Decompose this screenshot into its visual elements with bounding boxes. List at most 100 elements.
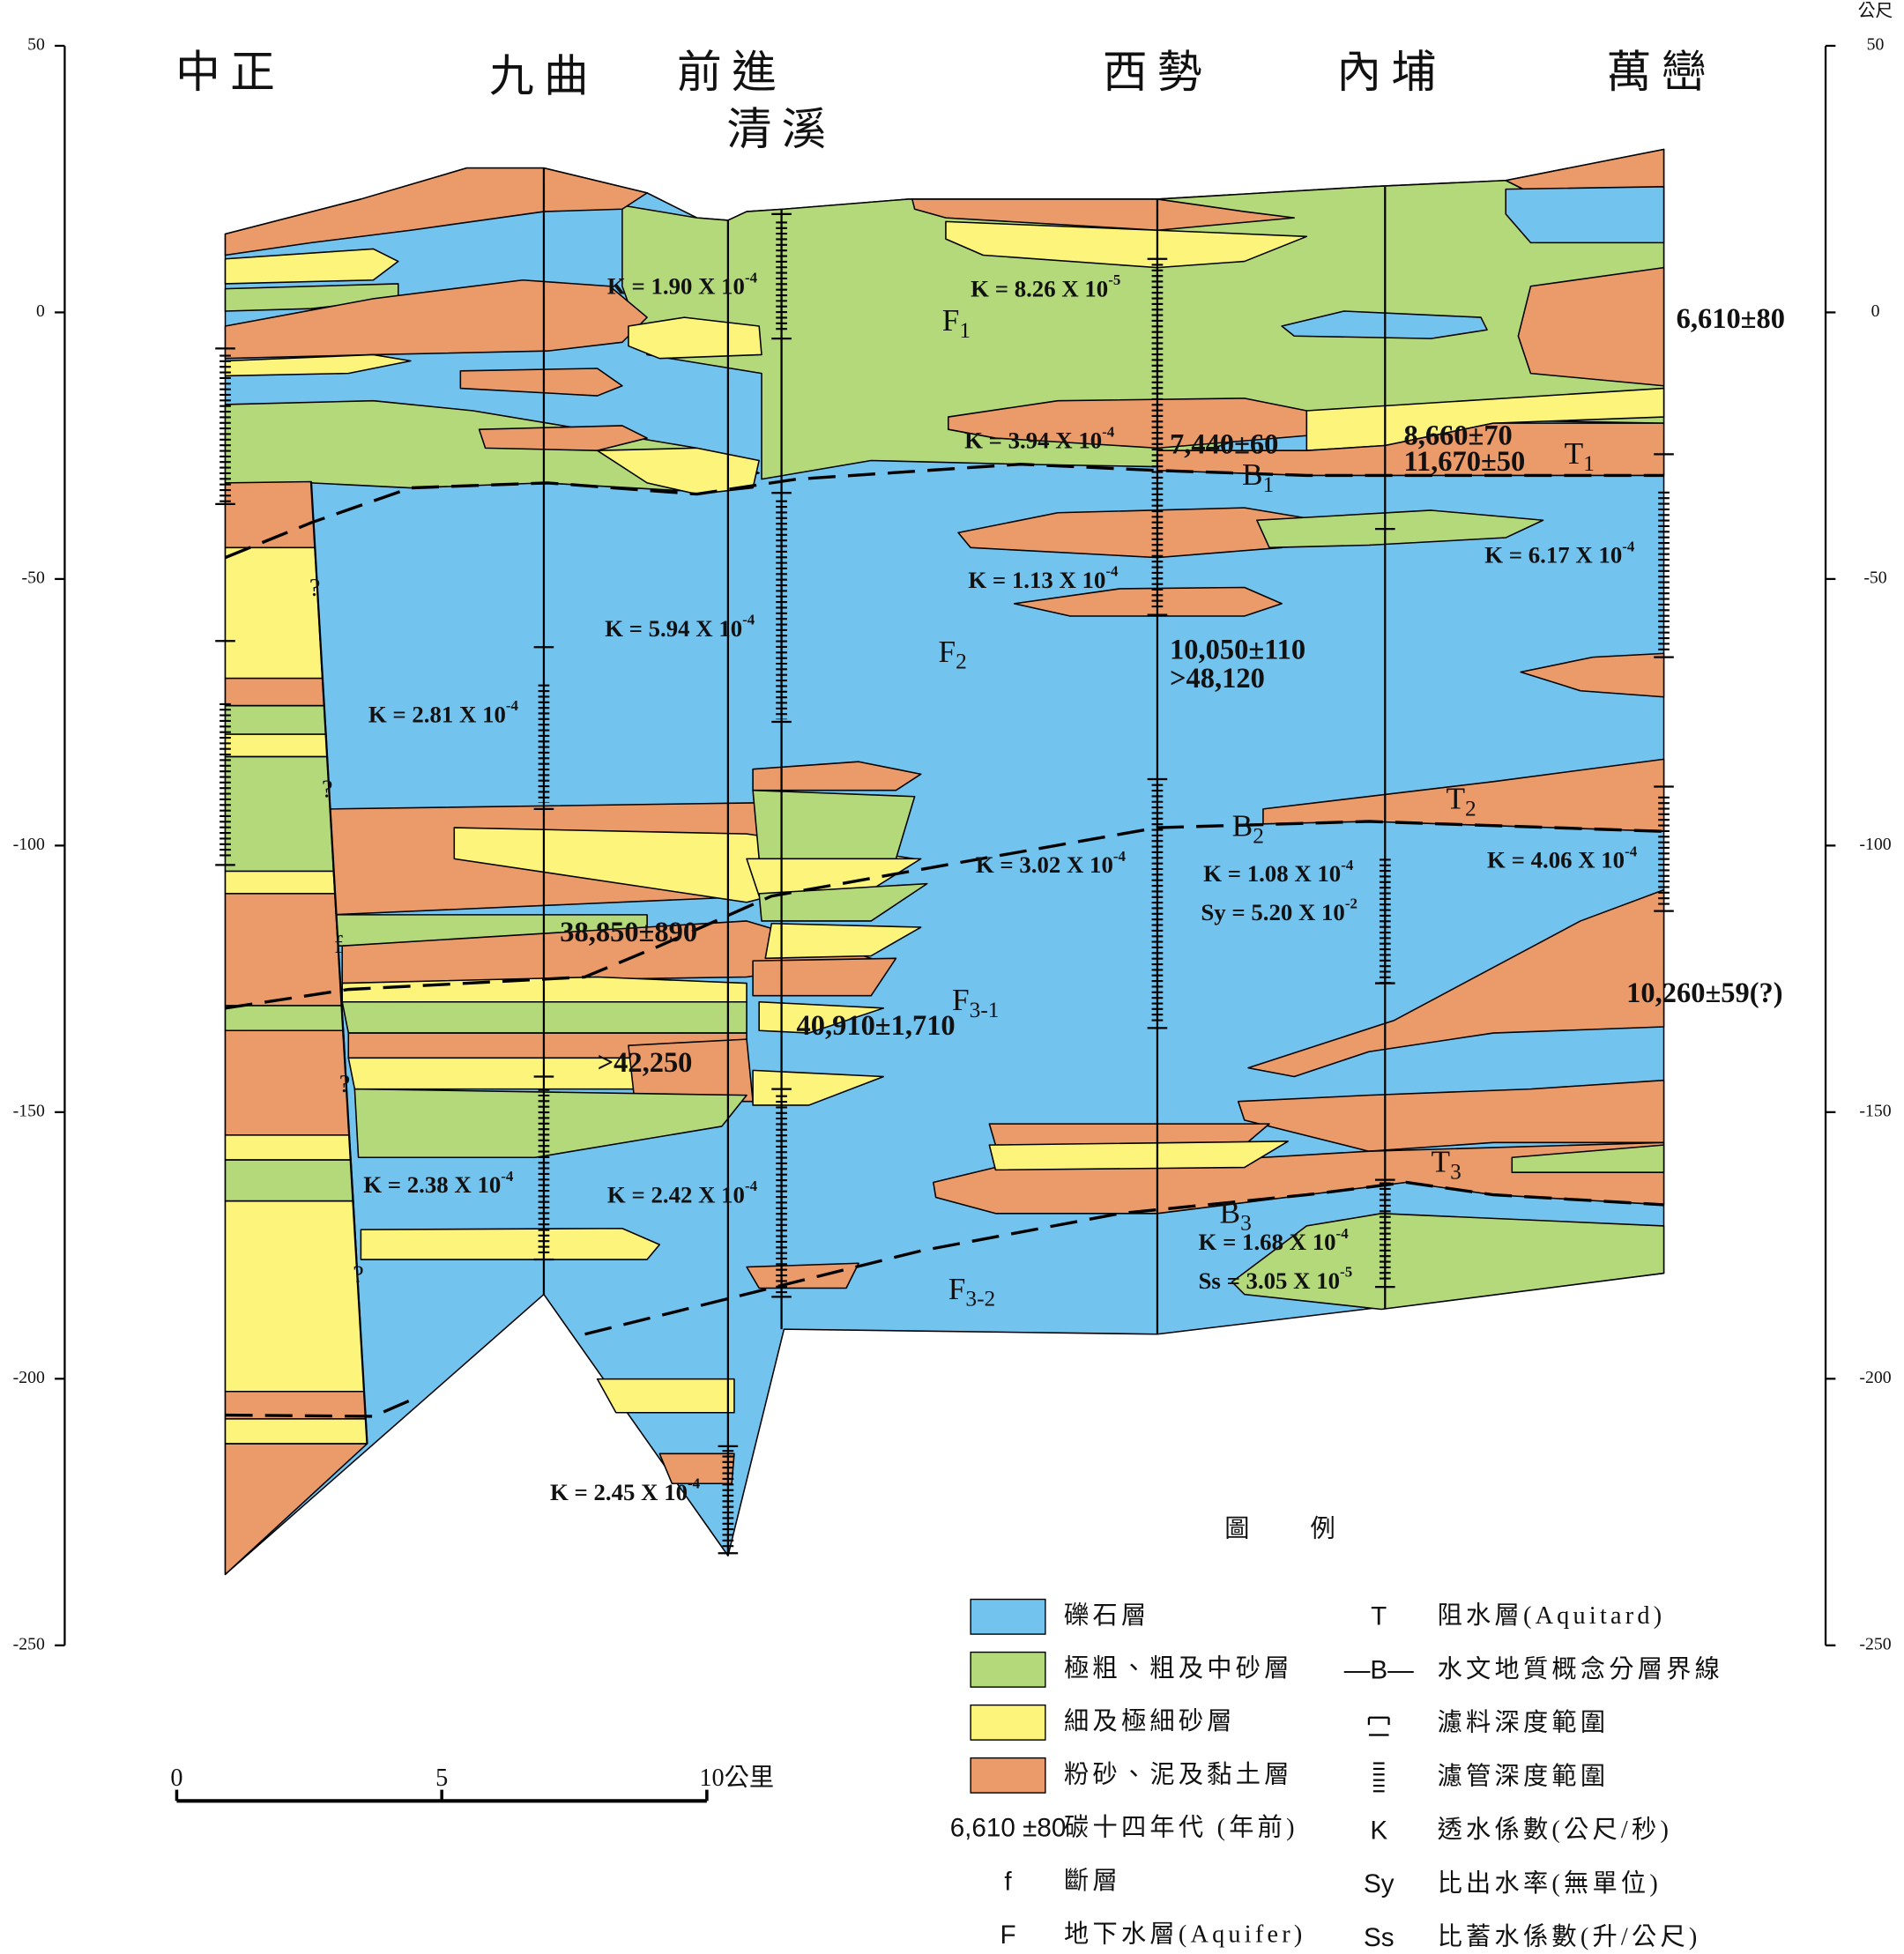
k-exponent: -4 bbox=[1622, 538, 1635, 554]
unit-main: T bbox=[1432, 1145, 1451, 1179]
legend-symbol: Ss bbox=[1364, 1923, 1395, 1952]
unit-sub: 1 bbox=[1262, 472, 1274, 497]
k-exponent: -4 bbox=[1341, 857, 1354, 873]
k-text: K = 8.26 X 10 bbox=[971, 276, 1108, 302]
legend-title: 圖 例 bbox=[1224, 1514, 1339, 1542]
legend-label: 比出水率(無單位) bbox=[1438, 1869, 1662, 1898]
sand-layer bbox=[224, 1005, 345, 1031]
k-text: K = 5.94 X 10 bbox=[605, 615, 742, 642]
k-label: K = 6.17 X 10-4 bbox=[1484, 538, 1635, 568]
clay-layer bbox=[746, 1262, 859, 1289]
clay-layer bbox=[1247, 888, 1665, 1078]
question-mark: ? bbox=[353, 1261, 364, 1289]
clay-layer bbox=[224, 480, 316, 549]
fine-sand-layer bbox=[628, 316, 762, 360]
depth-tick-label: 0 bbox=[36, 301, 45, 321]
unit-main: B bbox=[1220, 1196, 1241, 1230]
k-exponent: -4 bbox=[1113, 848, 1127, 865]
c14-date: 7,440±60 bbox=[1170, 428, 1278, 460]
legend-label: 比蓄水係數(升/公尺) bbox=[1438, 1923, 1701, 1951]
c14-date: 8,660±70 bbox=[1403, 420, 1512, 452]
unit-sub: 2 bbox=[1253, 823, 1264, 848]
sand-layer bbox=[752, 789, 916, 860]
unit-main: F bbox=[948, 1272, 966, 1306]
well-line bbox=[309, 481, 368, 1445]
filter-cap bbox=[215, 212, 1674, 1555]
k-label: K = 4.06 X 10-4 bbox=[1487, 843, 1638, 873]
unit-main: F bbox=[952, 983, 970, 1017]
place-name: 清溪 bbox=[726, 105, 836, 154]
unit-main: F bbox=[942, 303, 960, 338]
legend-swatch bbox=[970, 1757, 1046, 1794]
unit-label: B3 bbox=[1220, 1196, 1252, 1236]
k-label: K = 1.08 X 10-4 bbox=[1203, 857, 1354, 888]
clay-layer bbox=[752, 957, 897, 997]
boundary-line bbox=[584, 1180, 1664, 1336]
k-label: K = 1.68 X 10-4 bbox=[1199, 1225, 1350, 1256]
fine-sand-layer bbox=[224, 733, 329, 758]
clay-layer bbox=[224, 1443, 368, 1576]
clay-layer bbox=[1520, 652, 1665, 698]
k-text: Ss = 3.05 X 10 bbox=[1199, 1267, 1341, 1294]
c14-date: 38,850±890 bbox=[560, 917, 697, 948]
question-mark: ? bbox=[309, 575, 321, 602]
legend-label: 濾管深度範圍 bbox=[1438, 1762, 1610, 1790]
k-exponent: -2 bbox=[1345, 895, 1357, 911]
clay-layer bbox=[224, 1029, 350, 1136]
legend-label: 水文地質概念分層界線 bbox=[1438, 1655, 1724, 1683]
c14-date: >48,120 bbox=[1170, 663, 1265, 695]
unit-sub: 1 bbox=[1583, 451, 1595, 476]
sand-layer bbox=[758, 882, 928, 922]
place-name: 中正 bbox=[175, 48, 285, 97]
fine-sand-layer bbox=[758, 1000, 885, 1034]
legend-symbol: Sy bbox=[1364, 1869, 1395, 1898]
unit-main: T bbox=[1446, 781, 1465, 815]
clay-layer bbox=[224, 677, 325, 707]
k-label: K = 2.81 X 10-4 bbox=[368, 697, 519, 728]
k-text: K = 4.06 X 10 bbox=[1487, 847, 1625, 873]
unit-sub: 3 bbox=[1240, 1210, 1252, 1235]
scale-label: 5 bbox=[435, 1765, 448, 1792]
k-label: Ss = 3.05 X 10-5 bbox=[1199, 1263, 1353, 1294]
unit-label: B2 bbox=[1232, 809, 1264, 849]
legend-symbol: f bbox=[1004, 1867, 1012, 1896]
clay-layer bbox=[911, 198, 1296, 232]
k-exponent: -4 bbox=[1625, 843, 1638, 859]
c14-date: 10,050±110 bbox=[1170, 634, 1305, 665]
depth-tick-label: -150 bbox=[1859, 1101, 1891, 1120]
fine-sand-layer bbox=[224, 248, 399, 285]
legend-symbol: T bbox=[1371, 1602, 1387, 1631]
legend-label: 地下水層(Aquifer) bbox=[1064, 1921, 1305, 1949]
k-label: K = 8.26 X 10-5 bbox=[971, 271, 1120, 302]
sand-layer bbox=[224, 755, 335, 873]
depth-tick-label: -100 bbox=[1859, 835, 1891, 854]
wells bbox=[215, 167, 1674, 1557]
unit-sub: 2 bbox=[1465, 796, 1476, 821]
unit-sub: 3-1 bbox=[970, 998, 1000, 1022]
scale-label: 0 bbox=[170, 1765, 182, 1792]
legend-label: 阻水層(Aquitard) bbox=[1438, 1601, 1666, 1630]
legend-symbol: 6,610 ±80 bbox=[950, 1814, 1067, 1843]
unit-main: T bbox=[1565, 436, 1584, 471]
geology bbox=[224, 148, 1665, 1576]
k-label: K = 2.45 X 10-4 bbox=[550, 1475, 701, 1506]
boundary-line bbox=[224, 463, 1664, 560]
unit-label: F1 bbox=[942, 303, 971, 343]
k-text: K = 1.08 X 10 bbox=[1203, 860, 1341, 887]
legend-symbol: —B— bbox=[1344, 1655, 1414, 1684]
k-label: K = 3.02 X 10-4 bbox=[976, 848, 1127, 879]
k-label: K = 2.38 X 10-4 bbox=[363, 1168, 514, 1199]
k-label: K = 3.94 X 10-4 bbox=[964, 423, 1115, 454]
unit-label: F3-2 bbox=[948, 1272, 995, 1311]
sand-layer bbox=[224, 704, 327, 735]
fine-sand-layer bbox=[945, 220, 1308, 269]
axis-unit: 公尺 bbox=[1858, 2, 1893, 21]
place-name: 九曲 bbox=[489, 51, 599, 100]
fine-sand-layer bbox=[764, 923, 922, 960]
legend-swatch bbox=[970, 1598, 1046, 1635]
depth-tick-label: -50 bbox=[1863, 568, 1886, 587]
unit-sub: 3 bbox=[1450, 1159, 1461, 1184]
c14-date: 6,610±80 bbox=[1677, 303, 1785, 335]
